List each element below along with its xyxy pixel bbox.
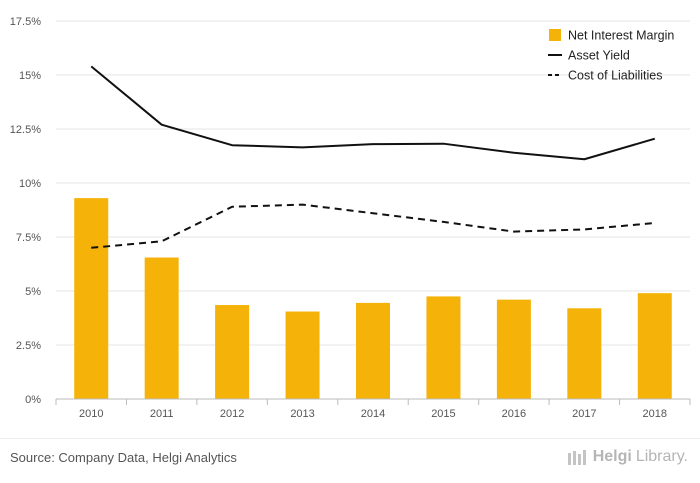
- y-tick-label: 7.5%: [16, 232, 41, 244]
- y-tick-label: 0%: [25, 394, 41, 406]
- bar: [356, 302, 390, 399]
- x-tick-label: 2010: [79, 408, 103, 420]
- x-tick-label: 2016: [502, 408, 526, 420]
- x-tick-label: 2012: [220, 408, 244, 420]
- footer-divider: [0, 438, 700, 439]
- x-tick-label: 2015: [431, 408, 455, 420]
- legend: Net Interest Margin Asset Yield Cost of Li…: [548, 29, 674, 83]
- x-tick-label: 2014: [361, 408, 385, 420]
- y-tick-label: 10%: [19, 178, 41, 190]
- source-note: Source: Company Data, Helgi Analytics: [10, 450, 237, 465]
- brand-name-bold: Helgi: [592, 448, 632, 465]
- bar: [426, 296, 461, 399]
- y-tick-label: 2.5%: [16, 340, 41, 352]
- x-tick-label: 2017: [572, 408, 596, 420]
- series-line: [90, 65, 656, 161]
- bar: [637, 293, 672, 399]
- bars-net-interest-margin: [74, 198, 672, 399]
- x-axis: 2010 2011 2012 2013 2014 2015 2016 2017 2018: [55, 398, 691, 420]
- bar: [496, 299, 531, 399]
- series-line: [91, 203, 655, 249]
- x-tick-label: 2011: [150, 408, 174, 420]
- x-tick-label: 2013: [290, 408, 314, 420]
- bar: [144, 257, 179, 399]
- bar: [74, 198, 109, 399]
- y-axis-ticks: 0% 2.5% 5% 7.5% 10% 12.5% 15% 17.5%: [10, 16, 41, 406]
- y-tick-label: 15%: [19, 70, 41, 82]
- lines: [90, 65, 656, 249]
- y-tick-label: 12.5%: [10, 124, 41, 136]
- legend-swatch: [549, 29, 561, 41]
- library-icon: [567, 450, 586, 465]
- bar: [567, 308, 602, 399]
- bar: [215, 305, 250, 399]
- legend-label: Asset Yield: [568, 49, 630, 63]
- brand-name-rest: Library.: [635, 448, 688, 465]
- bar: [285, 311, 320, 399]
- legend-label: Cost of Liabilities: [568, 69, 663, 83]
- y-tick-label: 17.5%: [10, 16, 41, 28]
- legend-label: Net Interest Margin: [568, 29, 674, 43]
- brand-logo: Helgi Library.: [567, 448, 688, 466]
- x-tick-label: 2018: [643, 408, 667, 420]
- y-tick-label: 5%: [25, 286, 41, 298]
